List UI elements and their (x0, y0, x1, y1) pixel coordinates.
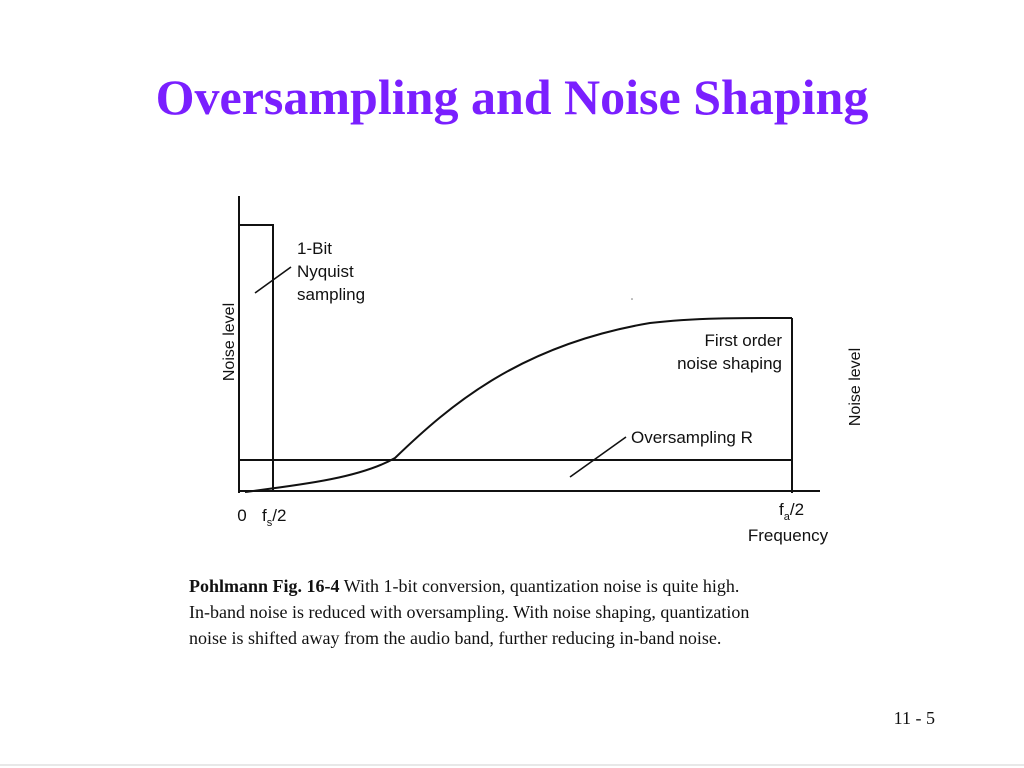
tick-fs-half: fs/2 (262, 506, 286, 529)
tick-fa-half: fa/2 (779, 500, 804, 523)
label-1bit-line2: Nyquist (297, 262, 354, 281)
tick-fa-tail: /2 (790, 500, 804, 519)
y-axis-label-right: Noise level (847, 348, 864, 426)
caption-line-1: Pohlmann Fig. 16-4 With 1-bit conversion… (189, 573, 919, 599)
bottom-rule (0, 764, 1024, 766)
label-1bit-line1: 1-Bit (297, 239, 332, 258)
label-oversampling: Oversampling R (631, 428, 753, 447)
caption-line-2: In-band noise is reduced with oversampli… (189, 602, 750, 622)
nyquist-noise-rect (239, 224, 274, 492)
leader-1bit (254, 266, 292, 294)
label-1bit-line3: sampling (297, 285, 365, 304)
noise-shaping-curve (244, 316, 793, 493)
tick-fa-sub: a (784, 511, 791, 523)
tick-fs-main: f (262, 506, 267, 525)
leader-oversampling (569, 436, 627, 478)
slide-title: Oversampling and Noise Shaping (155, 69, 869, 125)
label-first-order-line2: noise shaping (677, 354, 782, 373)
tick-fs-sub: s (267, 517, 273, 529)
stray-dot (631, 298, 633, 300)
caption-line-3: noise is shifted away from the audio ban… (189, 628, 722, 648)
page-number: 11 - 5 (893, 708, 935, 728)
caption-bold: Pohlmann Fig. 16-4 (189, 576, 340, 596)
figure-caption: Pohlmann Fig. 16-4 With 1-bit conversion… (189, 573, 919, 651)
tick-fs-tail: /2 (272, 506, 286, 525)
y-axis-label-left: Noise level (221, 303, 238, 381)
tick-zero: 0 (237, 506, 246, 525)
x-axis-label: Frequency (748, 526, 829, 545)
label-first-order-line1: First order (705, 331, 783, 350)
tick-fa-main: f (779, 500, 784, 519)
caption-line1-text: With 1-bit conversion, quantization nois… (339, 576, 740, 596)
